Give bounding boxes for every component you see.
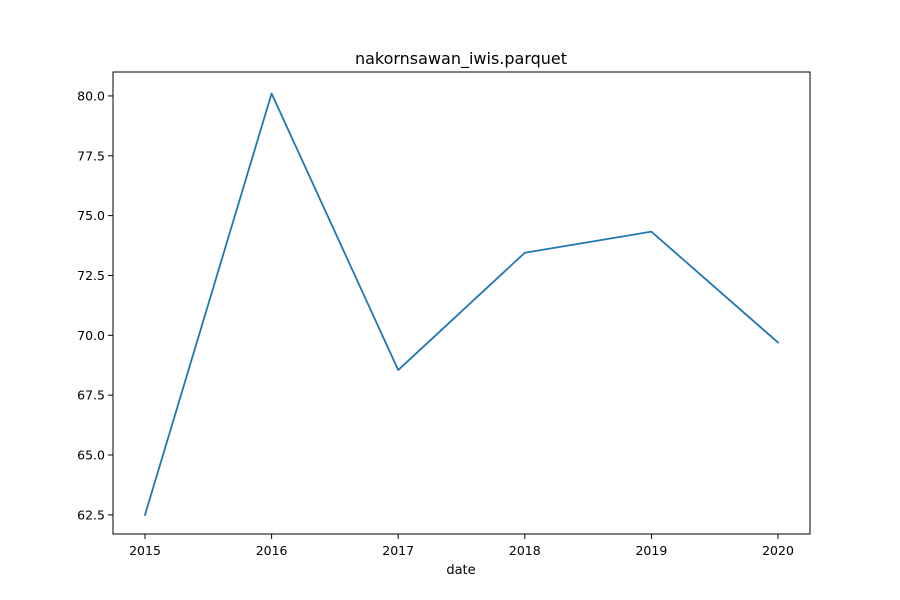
y-tick-label: 65.0 bbox=[77, 448, 105, 463]
y-tick-label: 70.0 bbox=[77, 328, 105, 343]
x-tick-label: 2016 bbox=[256, 543, 288, 558]
x-tick-label: 2020 bbox=[762, 543, 794, 558]
x-axis-ticks: 2015 2016 2017 2018 2019 2020 bbox=[129, 534, 794, 558]
y-tick-label: 72.5 bbox=[77, 268, 105, 283]
chart-title: nakornsawan_iwis.parquet bbox=[355, 49, 567, 69]
x-tick-label: 2018 bbox=[509, 543, 541, 558]
x-tick-label: 2015 bbox=[129, 543, 161, 558]
y-tick-label: 62.5 bbox=[77, 507, 105, 522]
x-tick-label: 2019 bbox=[635, 543, 667, 558]
x-tick-label: 2017 bbox=[382, 543, 414, 558]
y-tick-label: 75.0 bbox=[77, 208, 105, 223]
y-axis-ticks: 62.5 65.0 67.5 70.0 72.5 75.0 77.5 80.0 bbox=[77, 88, 113, 522]
x-axis-label: date bbox=[446, 563, 475, 578]
plot-area bbox=[112, 71, 811, 535]
y-tick-label: 77.5 bbox=[77, 148, 105, 163]
series-layer bbox=[143, 92, 780, 516]
y-tick-label: 67.5 bbox=[77, 388, 105, 403]
series-line bbox=[143, 92, 780, 516]
y-tick-label: 80.0 bbox=[77, 88, 105, 103]
